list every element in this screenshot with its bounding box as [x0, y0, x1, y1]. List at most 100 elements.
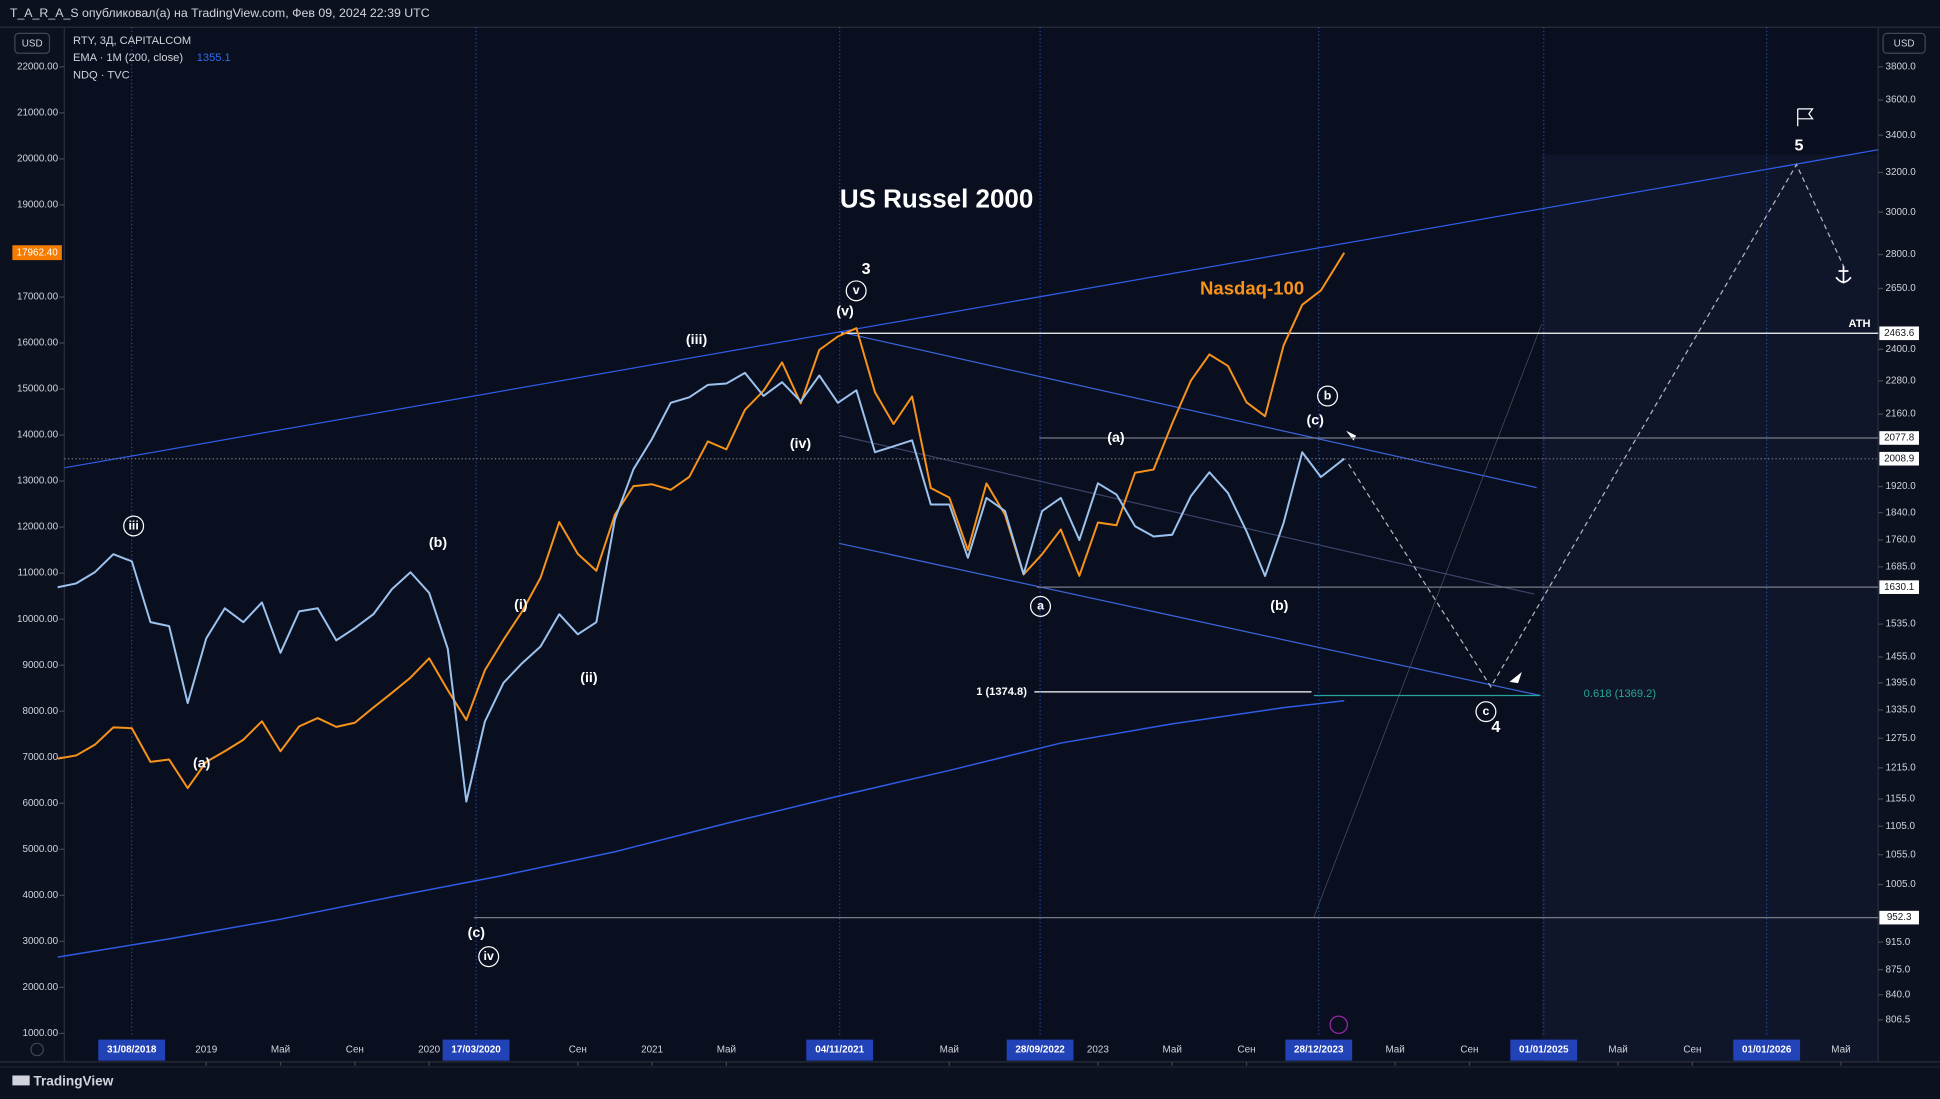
date-marker-label: 01/01/2026	[1742, 1045, 1792, 1056]
y2-tick-label: 806.5	[1886, 1014, 1911, 1025]
y2-tick-label: 1395.0	[1886, 678, 1917, 689]
price-label-box	[1879, 326, 1919, 341]
date-marker-label: 31/08/2018	[107, 1045, 157, 1056]
footer-brand: TradingView	[33, 1073, 113, 1088]
y2-tick-label: 1005.0	[1886, 879, 1917, 890]
y2-tick-label: 3600.0	[1886, 95, 1917, 106]
wave-label: 0.618 (1369.2)	[1584, 688, 1657, 700]
y2-tick-label: 1055.0	[1886, 849, 1917, 860]
channel-mid	[839, 435, 1535, 595]
y2-tick-label: 1155.0	[1886, 794, 1916, 805]
x-tick-label: Сен	[1237, 1045, 1255, 1056]
y2-tick-label: 1335.0	[1886, 705, 1917, 716]
anchor-icon	[1835, 266, 1852, 284]
legend-ndq: NDQ · TVC	[73, 69, 130, 81]
y2-tick-label: 1535.0	[1886, 619, 1917, 630]
y-tick-label: 5000.00	[22, 844, 58, 855]
date-marker-label: 28/12/2023	[1294, 1045, 1344, 1056]
wave-label: (iii)	[686, 332, 708, 348]
wave-label: (b)	[1270, 598, 1288, 614]
y2-tick-label: 3800.0	[1886, 61, 1917, 72]
events-icon[interactable]	[1329, 1015, 1348, 1035]
y2-tick-label: 875.0	[1886, 964, 1911, 975]
series-line	[57, 371, 1345, 803]
y-tick-label: 15000.00	[17, 384, 59, 395]
y2-tick-label: 2280.0	[1886, 375, 1917, 386]
wave-label: Nasdaq-100	[1200, 278, 1304, 299]
date-marker-box	[1285, 1039, 1353, 1061]
date-marker-box	[1733, 1039, 1801, 1061]
x-tick-label: Май	[1385, 1045, 1404, 1056]
date-marker-label: 17/03/2020	[451, 1045, 501, 1056]
price-label-box	[1879, 910, 1919, 925]
wave-label: iv	[484, 949, 494, 963]
wave-label: 1 (1374.8)	[976, 686, 1027, 698]
x-tick-label: Май	[717, 1045, 736, 1056]
legend-rty: RTY, 3Д, CAPITALCOM	[73, 35, 191, 47]
wave-label: 4	[1491, 718, 1500, 736]
price-label: 2077.8	[1884, 433, 1915, 444]
x-tick-label: Сен	[569, 1045, 587, 1056]
y2-tick-label: 3400.0	[1886, 130, 1917, 141]
y2-tick-label: 3200.0	[1886, 167, 1917, 178]
y-tick-label: 7000.00	[22, 752, 58, 763]
date-marker-box	[442, 1039, 510, 1061]
x-tick-label: Май	[1608, 1045, 1627, 1056]
y-tick-label: 20000.00	[17, 153, 59, 164]
y-tick-label: 10000.00	[17, 614, 59, 625]
x-tick-label: 2023	[1087, 1045, 1109, 1056]
y-tick-label: 1000.00	[22, 1028, 58, 1039]
wave-label: 5	[1794, 136, 1803, 154]
wave-label: ATH	[1849, 318, 1871, 330]
wave-circle	[845, 280, 867, 302]
y2-tick-label: 1105.0	[1886, 821, 1916, 832]
tv-logo	[12, 1075, 30, 1086]
y-tick-label: 19000.00	[17, 200, 59, 211]
x-tick-label: 2020	[418, 1045, 440, 1056]
wave-label: (c)	[1306, 413, 1324, 429]
currency-left[interactable]: USD	[22, 39, 43, 50]
wave-label: (a)	[1107, 430, 1125, 446]
x-tick-label: Сен	[346, 1045, 364, 1056]
y-tick-label: 9000.00	[22, 660, 58, 671]
wave-label: iii	[128, 518, 138, 532]
y-tick-label: 12000.00	[17, 522, 59, 533]
y-tick-label: 11000.00	[18, 568, 59, 579]
timezone-button[interactable]	[30, 1042, 44, 1057]
wave-label: b	[1324, 388, 1332, 402]
y2-tick-label: 840.0	[1886, 989, 1911, 1000]
wave-label: v	[853, 283, 860, 297]
date-marker-label: 04/11/2021	[815, 1045, 864, 1056]
left-marker-label: 17962.40	[17, 247, 59, 258]
y-tick-label: 22000.00	[17, 61, 59, 72]
price-label-box	[1879, 431, 1919, 445]
wave-circle	[478, 946, 500, 968]
price-label: 1630.1	[1884, 582, 1915, 593]
y2-tick-label: 3000.0	[1886, 207, 1917, 218]
y2-tick-label: 1685.0	[1886, 561, 1917, 572]
y-tick-label: 4000.00	[22, 890, 58, 901]
y-tick-label: 16000.00	[17, 338, 59, 349]
fan-line	[1313, 324, 1542, 918]
left-marker-box	[12, 245, 62, 261]
chart-title: US Russel 2000	[840, 183, 1033, 213]
currency-button[interactable]	[1882, 32, 1926, 54]
currency-button[interactable]	[14, 32, 51, 54]
trend-lines	[64, 108, 1879, 918]
y2-tick-label: 1215.0	[1886, 762, 1917, 773]
currency-right[interactable]: USD	[1894, 39, 1915, 50]
y2-tick-label: 2650.0	[1886, 283, 1917, 294]
flag-icon	[1797, 108, 1814, 127]
wave-circle	[123, 515, 145, 537]
wave-label: (iv)	[790, 436, 812, 452]
y2-tick-label: 1920.0	[1886, 481, 1917, 492]
y2-tick-label: 2800.0	[1886, 249, 1917, 260]
date-marker-label: 01/01/2025	[1519, 1045, 1569, 1056]
y2-tick-label: 2160.0	[1886, 409, 1917, 420]
y2-tick-label: 1760.0	[1886, 535, 1917, 546]
date-marker-box	[98, 1039, 166, 1061]
x-tick-label: Сен	[1683, 1045, 1701, 1056]
wave-label: (v)	[836, 304, 854, 320]
